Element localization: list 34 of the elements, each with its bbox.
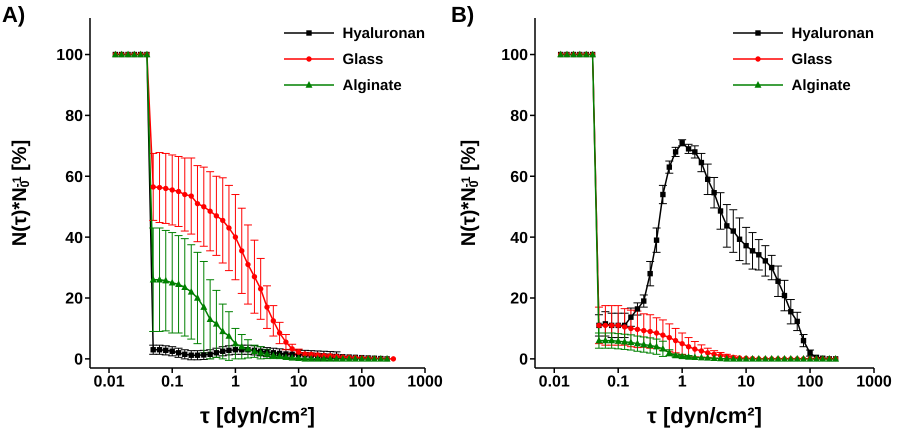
y-tick-label: 80 — [510, 108, 528, 126]
legend-label: Glass — [342, 50, 384, 68]
y-tick-label: 0 — [74, 352, 84, 369]
x-tick-label: 1 — [230, 373, 240, 390]
y-tick-label: 60 — [510, 168, 528, 186]
chart-title: A) — [2, 2, 26, 28]
x-tick-label: 0.1 — [161, 373, 184, 390]
y-tick-label: 60 — [65, 168, 84, 186]
x-axis-title: τ [dyn/cm²] — [647, 403, 762, 428]
legend-label: Hyaluronan — [791, 24, 874, 42]
y-tick-label: 100 — [501, 47, 528, 64]
y-tick-label: 100 — [56, 47, 84, 64]
x-tick-label: 1000 — [407, 373, 443, 390]
y-tick-label: 0 — [519, 352, 528, 369]
chart-title: B) — [451, 2, 474, 28]
y-tick-label: 40 — [510, 230, 528, 247]
y-tick-label: 20 — [510, 290, 528, 308]
legend-label: Hyaluronan — [342, 24, 425, 42]
x-tick-label: 1000 — [856, 373, 892, 390]
y-tick-label: 40 — [65, 230, 84, 247]
x-tick-label: 100 — [348, 373, 376, 390]
legend-label: Alginate — [791, 76, 851, 94]
x-tick-label: 10 — [290, 373, 308, 390]
y-tick-label: 80 — [65, 108, 84, 126]
x-tick-label: 0.01 — [93, 373, 125, 390]
y-tick-label: 20 — [65, 290, 84, 308]
x-tick-label: 100 — [796, 373, 824, 390]
x-tick-label: 0.1 — [607, 373, 630, 390]
x-tick-label: 1 — [678, 373, 687, 390]
x-tick-label: 0.01 — [538, 373, 570, 390]
legend-label: Glass — [791, 50, 832, 68]
legend-label: Alginate — [342, 76, 402, 94]
x-tick-label: 10 — [737, 373, 756, 390]
x-axis-title: τ [dyn/cm²] — [200, 403, 315, 428]
